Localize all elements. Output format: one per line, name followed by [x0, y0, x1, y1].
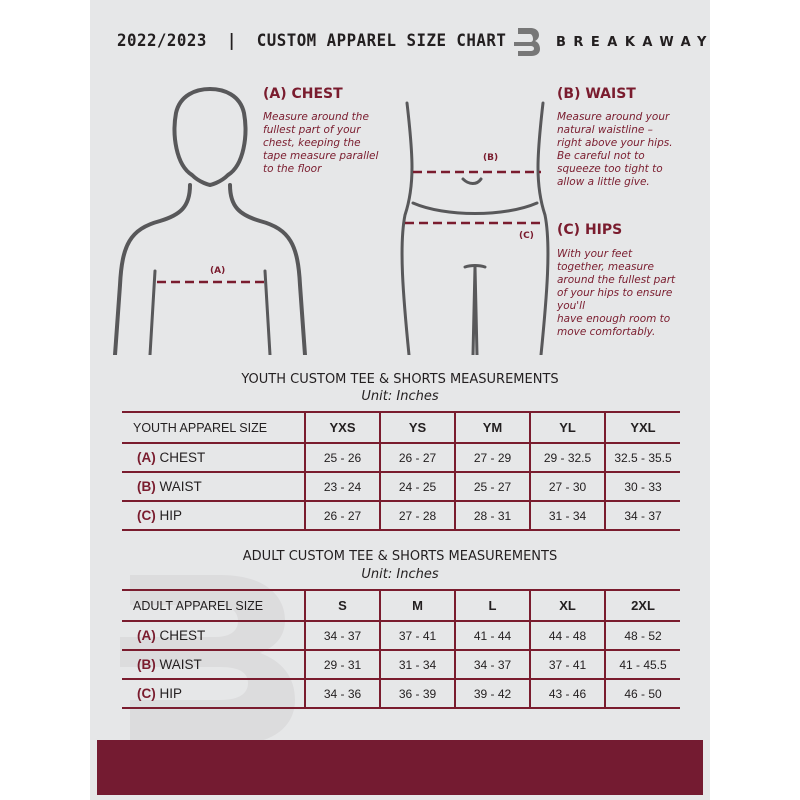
measure-value: 48 - 52: [604, 620, 680, 651]
size-header: L: [454, 589, 530, 622]
measure-value: 29 - 32.5: [529, 442, 605, 473]
measure-value: 28 - 31: [454, 500, 530, 531]
youth-table-title: YOUTH CUSTOM TEE & SHORTS MEASUREMENTS: [241, 372, 559, 387]
measure-value: 37 - 41: [379, 620, 455, 651]
measure-value: 31 - 34: [379, 649, 455, 680]
size-header: YL: [529, 411, 605, 444]
measure-value: 39 - 42: [454, 678, 530, 709]
youth-table-unit: Unit: Inches: [361, 389, 439, 404]
measure-label: (A) CHEST: [122, 442, 305, 473]
measure-value: 24 - 25: [379, 471, 455, 502]
measure-letter: (B): [137, 657, 156, 672]
size-corner-label: YOUTH APPAREL SIZE: [122, 411, 305, 444]
size-header: S: [304, 589, 380, 622]
measure-value: 34 - 37: [304, 620, 380, 651]
measure-name: WAIST: [159, 479, 202, 494]
measure-value: 27 - 29: [454, 442, 530, 473]
table-row: (B) WAIST 29 - 31 31 - 34 34 - 37 37 - 41 41 …: [122, 649, 680, 680]
measure-value: 29 - 31: [304, 649, 380, 680]
size-header: 2XL: [604, 589, 680, 622]
youth-size-table: YOUTH APPAREL SIZE YXS YS YM YL YXL (A) CHEST 2…: [122, 411, 680, 531]
measure-value: 34 - 36: [304, 678, 380, 709]
adult-size-table: ADULT APPAREL SIZE S M L XL 2XL (A) CHEST 34 - …: [122, 589, 680, 709]
adult-table-title: ADULT CUSTOM TEE & SHORTS MEASUREMENTS: [242, 549, 558, 564]
size-header: YXS: [304, 411, 380, 444]
measure-label: (C) HIP: [122, 678, 305, 709]
waist-heading: (B) WAIST: [557, 86, 636, 102]
waist-marker: (B): [483, 153, 499, 163]
measure-value: 46 - 50: [604, 678, 680, 709]
measure-value: 32.5 - 35.5: [604, 442, 680, 473]
size-header: YXL: [604, 411, 680, 444]
measure-value: 44 - 48: [529, 620, 605, 651]
table-row: (C) HIP 26 - 27 27 - 28 28 - 31 31 - 34 34 - …: [122, 500, 680, 531]
measure-name: WAIST: [159, 657, 202, 672]
measure-value: 23 - 24: [304, 471, 380, 502]
size-header: M: [379, 589, 455, 622]
measure-value: 34 - 37: [604, 500, 680, 531]
hips-description: With your feet together, measure around th…: [557, 248, 676, 338]
brand-logo: BREAKAWAY: [512, 26, 714, 58]
chest-marker: (A): [210, 266, 226, 276]
size-header: YM: [454, 411, 530, 444]
breakaway-logo-icon: [514, 28, 540, 56]
measure-value: 34 - 37: [454, 649, 530, 680]
measure-value: 41 - 45.5: [604, 649, 680, 680]
waist-description: Measure around your natural waistline – ri…: [557, 111, 673, 188]
measure-letter: (C): [137, 508, 156, 523]
chest-description: Measure around the fullest part of your ch…: [263, 111, 379, 175]
measure-value: 30 - 33: [604, 471, 680, 502]
size-header: YS: [379, 411, 455, 444]
table-header-row: YOUTH APPAREL SIZE YXS YS YM YL YXL: [122, 411, 680, 444]
measure-value: 31 - 34: [529, 500, 605, 531]
upper-body-illustration: [113, 86, 307, 355]
measure-value: 37 - 41: [529, 649, 605, 680]
measure-value: 27 - 28: [379, 500, 455, 531]
measure-value: 25 - 27: [454, 471, 530, 502]
measure-letter: (C): [137, 686, 156, 701]
measure-letter: (A): [137, 450, 156, 465]
page-title: 2022/2023 | CUSTOM APPAREL SIZE CHART: [117, 31, 507, 51]
size-corner-label: ADULT APPAREL SIZE: [122, 589, 305, 622]
measure-name: HIP: [159, 508, 183, 523]
measure-label: (B) WAIST: [122, 649, 305, 680]
hips-heading: (C) HIPS: [557, 222, 623, 238]
measure-name: HIP: [159, 686, 183, 701]
measure-label: (C) HIP: [122, 500, 305, 531]
measure-value: 27 - 30: [529, 471, 605, 502]
measure-value: 26 - 27: [304, 500, 380, 531]
measure-value: 26 - 27: [379, 442, 455, 473]
table-row: (A) CHEST 34 - 37 37 - 41 41 - 44 44 - 48 48 …: [122, 620, 680, 651]
measure-label: (B) WAIST: [122, 471, 305, 502]
size-header: XL: [529, 589, 605, 622]
table-header-row: ADULT APPAREL SIZE S M L XL 2XL: [122, 589, 680, 622]
adult-table-unit: Unit: Inches: [361, 567, 439, 582]
measure-value: 25 - 26: [304, 442, 380, 473]
measure-name: CHEST: [159, 628, 206, 643]
lower-body-illustration: [400, 101, 550, 355]
chest-heading: (A) CHEST: [263, 86, 343, 102]
hip-marker: (C): [519, 231, 534, 241]
measure-name: CHEST: [159, 450, 206, 465]
table-row: (A) CHEST 25 - 26 26 - 27 27 - 29 29 - 32.5 3…: [122, 442, 680, 473]
measure-letter: (A): [137, 628, 156, 643]
measure-letter: (B): [137, 479, 156, 494]
measure-value: 41 - 44: [454, 620, 530, 651]
measure-label: (A) CHEST: [122, 620, 305, 651]
measure-value: 43 - 46: [529, 678, 605, 709]
brand-name: BREAKAWAY: [556, 34, 714, 50]
table-row: (C) HIP 34 - 36 36 - 39 39 - 42 43 - 46 46 - …: [122, 678, 680, 709]
measure-value: 36 - 39: [379, 678, 455, 709]
footer-bar: [97, 740, 703, 795]
table-row: (B) WAIST 23 - 24 24 - 25 25 - 27 27 - 30 30 …: [122, 471, 680, 502]
